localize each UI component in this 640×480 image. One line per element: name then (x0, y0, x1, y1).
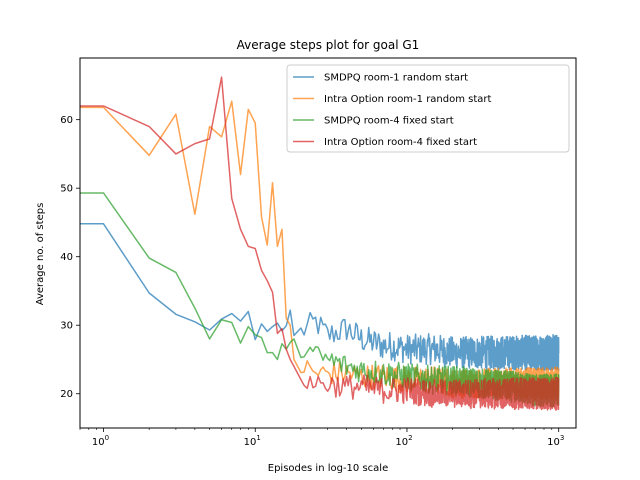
plot-lines (80, 76, 560, 411)
y-axis: 20 30 40 50 60 (60, 115, 80, 400)
y-axis-label: Average no. of steps (35, 203, 46, 306)
x-tick-label: 102 (395, 434, 412, 448)
legend-label: SMDPQ room-1 random start (324, 73, 468, 84)
series-line-1 (80, 223, 560, 372)
y-tick-label: 40 (60, 252, 73, 263)
plot-frame (79, 57, 577, 429)
chart-title: Average steps plot for goal G1 (237, 38, 420, 52)
x-tick-label: 100 (92, 434, 109, 448)
y-tick-label: 30 (60, 321, 73, 332)
y-tick-label: 50 (60, 184, 73, 195)
x-axis-label: Episodes in log-10 scale (268, 463, 388, 474)
legend-box (286, 64, 570, 153)
series-line-4 (80, 76, 560, 411)
legend-label: SMDPQ room-4 fixed start (324, 116, 454, 127)
legend-label: Intra Option room-1 random start (324, 94, 492, 105)
legend-label: Intra Option room-4 fixed start (324, 137, 477, 148)
x-tick-label: 103 (547, 434, 564, 448)
y-tick-label: 60 (60, 115, 73, 126)
x-tick-label: 101 (244, 434, 261, 448)
x-axis: 100 101 102 103 (79, 428, 564, 448)
legend: SMDPQ room-1 random start Intra Option ro… (286, 64, 570, 153)
y-tick-label: 20 (60, 389, 73, 400)
